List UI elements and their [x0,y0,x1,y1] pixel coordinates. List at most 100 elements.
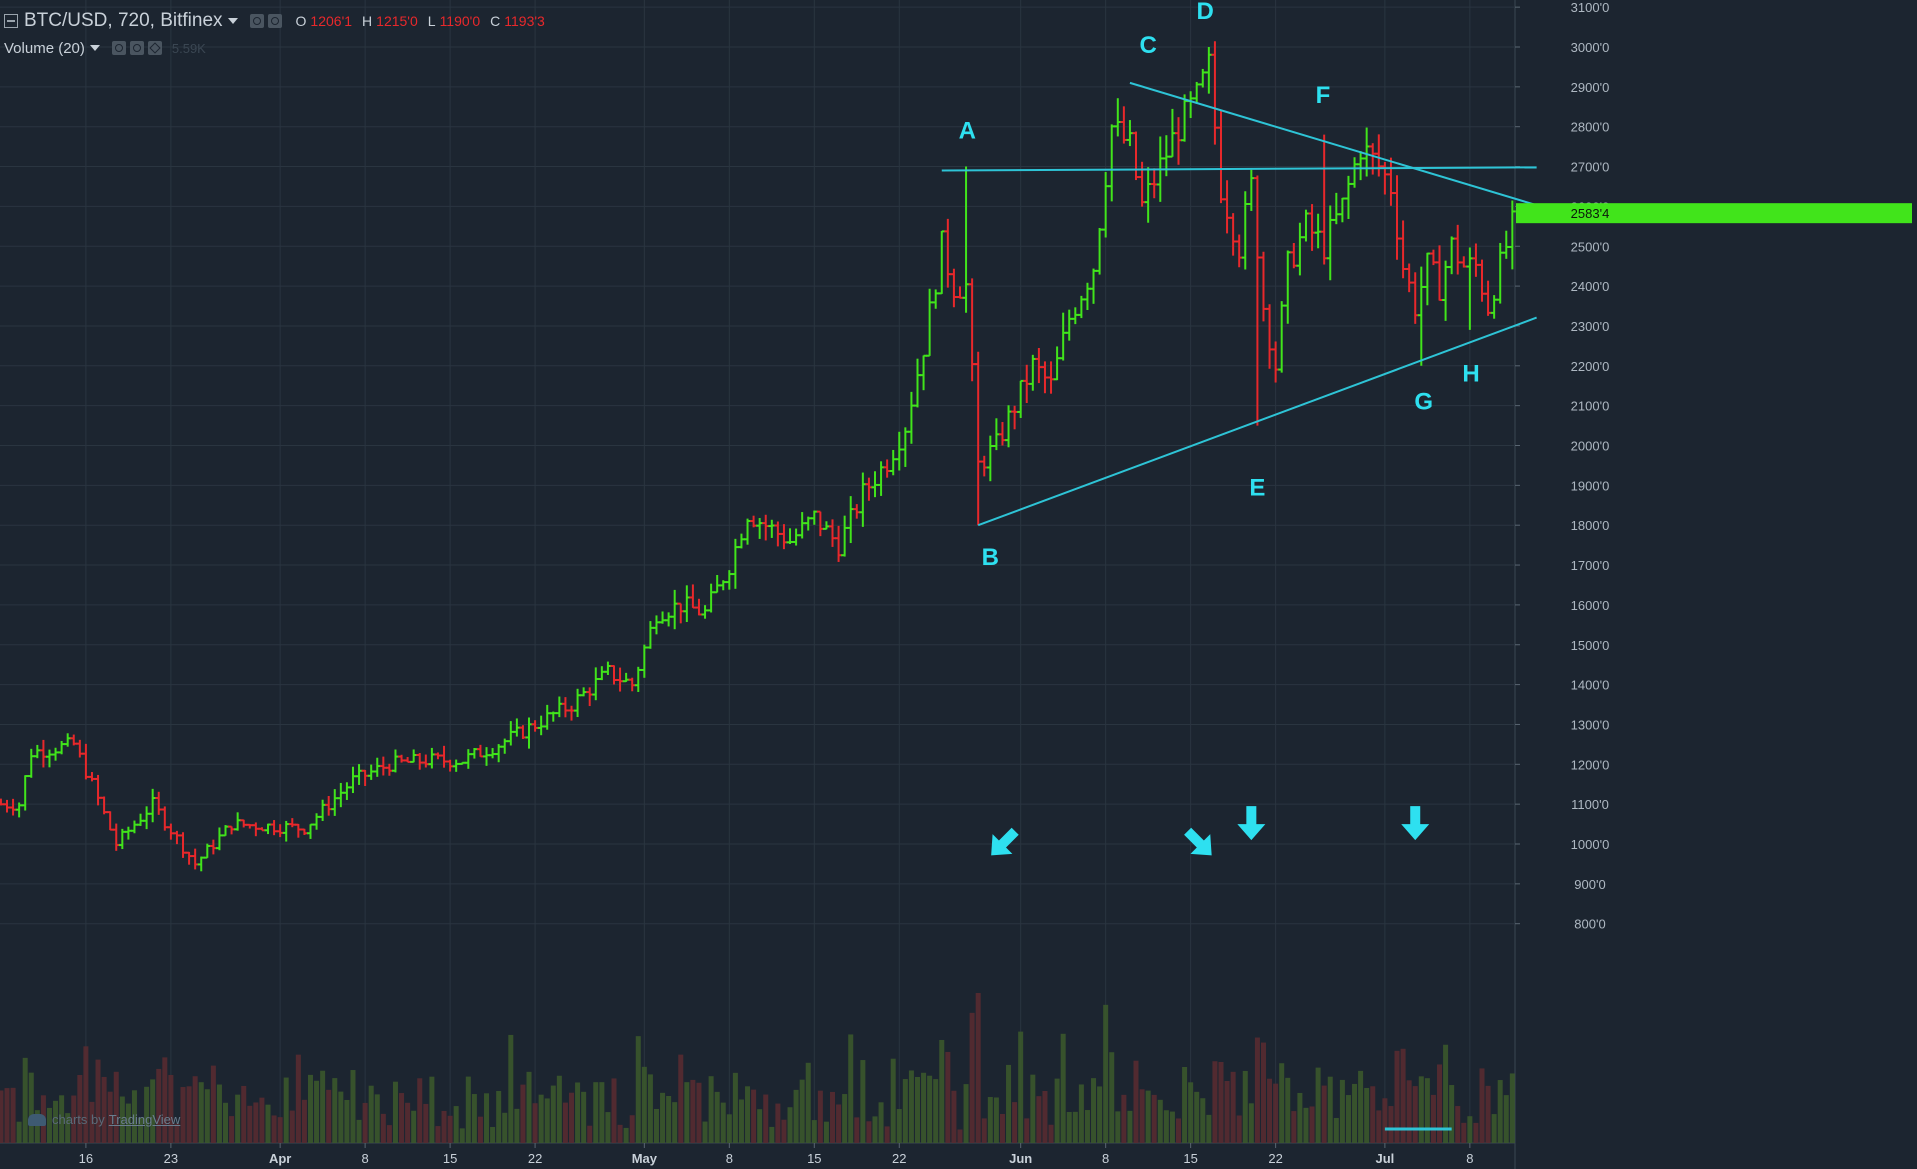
volume-bar [641,1066,647,1143]
collapse-icon[interactable] [4,14,18,28]
volume-bar [344,1099,350,1143]
volume-bar [1279,1063,1285,1143]
y-tick-label: 2800'0 [1571,120,1610,135]
volume-bar [842,1094,848,1143]
eye-icon[interactable] [111,41,126,55]
volume-bar [963,1084,969,1143]
price-tag: 2583'4 [1516,203,1912,224]
close-icon[interactable] [147,41,162,55]
volume-bar [241,1085,247,1143]
y-tick-label: 1300'0 [1571,717,1610,732]
volume-bar [635,1036,641,1143]
open-value: 1206'1 [310,13,353,29]
wave-labels: A B C D E F G H [959,0,1480,571]
volume-bar [1133,1060,1139,1143]
volume-bar [350,1070,356,1143]
volume-bar [1260,1042,1266,1143]
volume-bar [1127,1110,1133,1143]
volume-bar [708,1076,714,1143]
tradingview-watermark[interactable]: charts by TradingView [28,1112,180,1127]
volume-bar [532,1103,538,1143]
volume-bar [866,1121,872,1143]
volume-bar [1509,1073,1515,1143]
volume-bar [1352,1083,1358,1143]
volume-bar [951,1090,957,1143]
volume-bar [763,1094,769,1143]
trendline [977,316,1537,527]
volume-bar [399,1093,405,1143]
volume-bar [4,1088,10,1143]
trendline [941,166,1537,172]
volume-bar [690,1079,696,1143]
volume-bar [1473,1122,1479,1143]
volume-bar [514,1108,520,1143]
volume-bar [235,1094,241,1143]
watermark-brand[interactable]: TradingView [108,1112,181,1127]
gear-icon[interactable] [129,41,144,55]
volume-bar [878,1102,884,1143]
volume-bar [459,1128,465,1143]
x-tick-label: Jul [1375,1151,1394,1166]
volume-bar [95,1059,101,1143]
volume-bar [1072,1111,1078,1143]
volume-bar [301,1099,307,1143]
gear-icon[interactable] [267,14,282,28]
volume-bar [1182,1066,1188,1143]
volume-bar [969,1012,975,1143]
x-tick-label: 22 [892,1151,906,1166]
volume-bar [65,1113,71,1143]
symbol-title[interactable]: BTC/USD, 720, Bitfinex [24,10,223,31]
volume-bar [168,1074,174,1143]
arrow-shape [1401,806,1430,841]
volume-bar [1333,1117,1339,1143]
volume-bar [611,1078,617,1143]
settings-icon[interactable] [249,14,264,28]
volume-bar [1084,1110,1090,1143]
volume-bar [1273,1083,1279,1143]
volume-bar [1224,1080,1230,1143]
price-tag-label: 2583'4 [1571,206,1610,221]
volume-bar [684,1082,690,1143]
volume-bar [10,1087,16,1143]
volume-bar [307,1074,313,1143]
volume-bar [210,1065,216,1143]
volume-bar [672,1102,678,1143]
volume-bar [593,1082,599,1143]
chevron-down-icon[interactable] [227,18,238,24]
volume-bar [1157,1099,1163,1143]
volume-title[interactable]: Volume (20) [4,39,85,57]
y-tick-label: 2300'0 [1571,319,1610,334]
chevron-down-icon[interactable] [89,45,100,51]
x-tick-label: 16 [79,1151,93,1166]
trendline [1129,81,1537,207]
y-tick-label: 1000'0 [1571,837,1610,852]
volume-bar [107,1091,113,1143]
volume-bar [1382,1098,1388,1143]
volume-bar [496,1090,502,1143]
volume-bar [872,1116,878,1143]
volume-bar [1449,1085,1455,1143]
volume-bar [1109,1052,1115,1143]
x-tick-label: 8 [362,1151,369,1166]
y-tick-label: 3100'0 [1571,0,1610,15]
volume-bar [884,1126,890,1143]
volume-bar [1291,1111,1297,1143]
volume-bar [508,1034,514,1143]
volume-bar [720,1102,726,1143]
volume-bar [441,1110,447,1143]
volume-bar [738,1099,744,1143]
arrow-icon [1184,827,1212,856]
volume-bar [781,1119,787,1143]
volume-bar [1388,1106,1394,1143]
volume-bar [1248,1103,1254,1143]
volume-bar [726,1114,732,1143]
volume-bar [793,1089,799,1143]
x-axis-ticks: 16 23 Apr 8 15 22 May 8 15 22 Jun 8 15 22 Jul 8 [79,1143,1473,1166]
volume-bar [1097,1086,1103,1143]
volume-bar [326,1089,332,1143]
volume-bar [1267,1078,1273,1143]
volume-bar [216,1084,222,1143]
volume-bar [939,1039,945,1143]
x-tick-label: 8 [1466,1151,1473,1166]
